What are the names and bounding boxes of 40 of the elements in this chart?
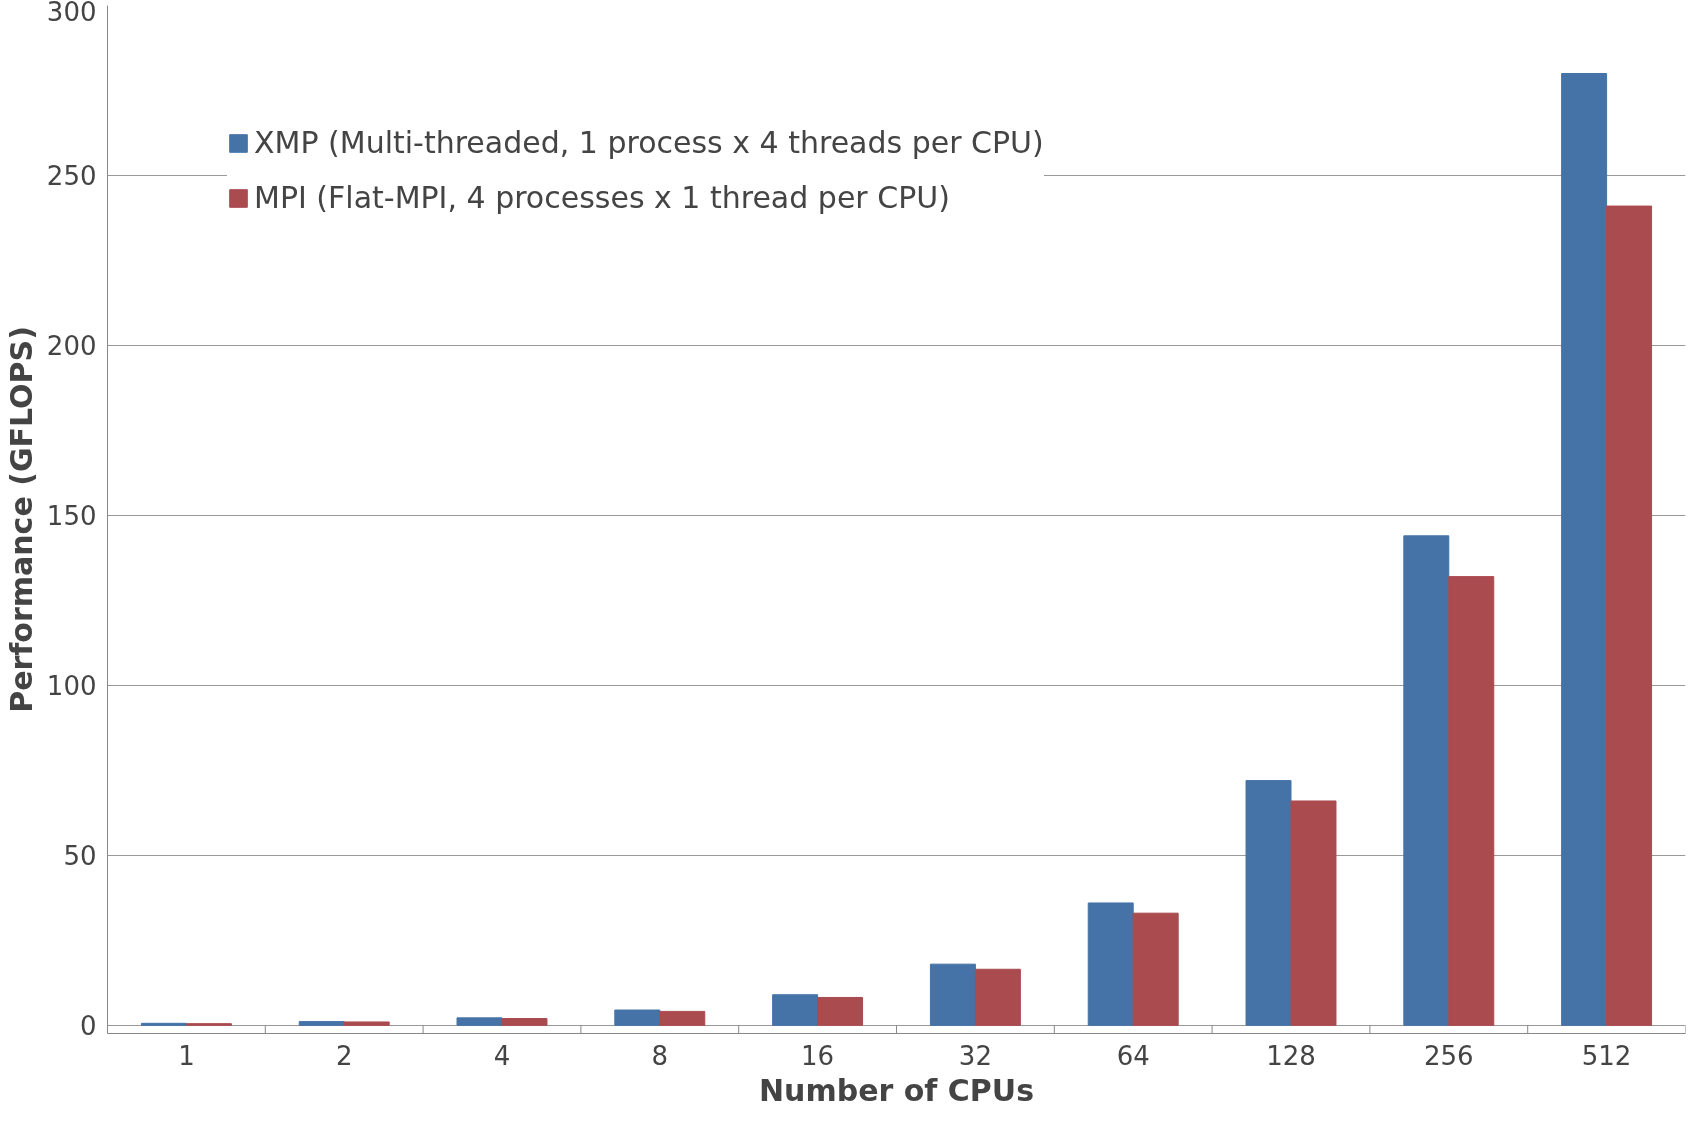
- bar: [501, 1018, 548, 1026]
- x-tick-label: 4: [493, 1040, 511, 1071]
- bar: [1087, 902, 1134, 1026]
- bar: [343, 1021, 390, 1026]
- legend-label: XMP (Multi-threaded, 1 process x 4 threads per CPU): [254, 125, 1044, 160]
- bar: [929, 963, 976, 1026]
- y-axis-title: Performance (GFLOPS): [3, 326, 39, 713]
- bar: [1606, 205, 1653, 1026]
- x-tick-label: 256: [1423, 1040, 1474, 1071]
- x-tick-label: 1: [178, 1040, 195, 1071]
- y-tick-label: 250: [46, 161, 97, 192]
- x-tick-label: 32: [958, 1040, 992, 1071]
- x-tick-label: 512: [1581, 1040, 1632, 1071]
- bar: [659, 1010, 706, 1026]
- bar: [974, 968, 1021, 1026]
- x-tick-label: 128: [1266, 1040, 1316, 1071]
- bar: [1448, 576, 1495, 1026]
- bar: [1290, 800, 1337, 1026]
- bar: [1403, 535, 1450, 1026]
- bar: [298, 1021, 345, 1026]
- y-tick-label: 200: [46, 331, 97, 362]
- bar: [614, 1009, 661, 1026]
- x-axis-title: Number of CPUs: [758, 1072, 1035, 1108]
- bar: [1245, 780, 1292, 1026]
- y-tick-label: 100: [46, 671, 97, 702]
- y-tick-label: 300: [46, 0, 97, 27]
- y-tick-label: 0: [79, 1011, 97, 1042]
- y-tick-label: 50: [63, 841, 97, 872]
- bar: [140, 1022, 187, 1026]
- legend-label: MPI (Flat-MPI, 4 processes x 1 thread per CPU): [254, 180, 950, 215]
- x-tick-label: 2: [335, 1040, 353, 1071]
- x-tick-label: 16: [801, 1040, 835, 1071]
- x-tick-label: 64: [1116, 1040, 1150, 1071]
- bar: [817, 996, 864, 1026]
- y-tick-label: 150: [46, 501, 97, 532]
- bar: [772, 994, 819, 1026]
- bar: [456, 1017, 503, 1026]
- bar: [1132, 912, 1179, 1026]
- x-tick-label: 8: [651, 1040, 669, 1071]
- bar: [1561, 72, 1608, 1026]
